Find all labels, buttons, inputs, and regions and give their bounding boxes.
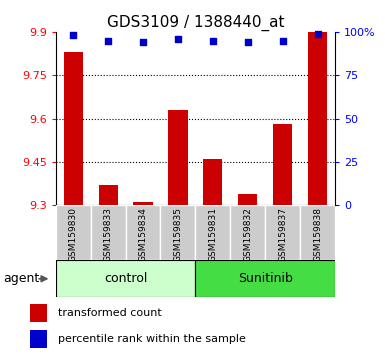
Text: agent: agent: [3, 272, 39, 285]
Bar: [91, 205, 126, 260]
Point: [210, 38, 216, 44]
Bar: [308, 32, 327, 205]
Point: [70, 33, 76, 38]
Bar: [30, 304, 47, 322]
Text: transformed count: transformed count: [58, 308, 162, 318]
Point: [105, 38, 111, 44]
Text: GSM159833: GSM159833: [104, 207, 113, 262]
Bar: [56, 260, 195, 297]
Bar: [265, 205, 300, 260]
Bar: [56, 205, 91, 260]
Bar: [64, 52, 83, 205]
Text: GSM159831: GSM159831: [208, 207, 218, 262]
Bar: [161, 205, 195, 260]
Text: percentile rank within the sample: percentile rank within the sample: [58, 334, 246, 344]
Bar: [300, 205, 335, 260]
Bar: [203, 159, 223, 205]
Bar: [195, 260, 335, 297]
Bar: [273, 124, 292, 205]
Bar: [134, 202, 152, 205]
Bar: [195, 205, 230, 260]
Point: [315, 31, 321, 36]
Bar: [230, 205, 265, 260]
Text: GSM159834: GSM159834: [139, 207, 147, 262]
Point: [244, 39, 251, 45]
Bar: [126, 205, 161, 260]
Bar: [238, 194, 257, 205]
Bar: [30, 330, 47, 348]
Point: [280, 38, 286, 44]
Point: [140, 39, 146, 45]
Text: GSM159837: GSM159837: [278, 207, 287, 262]
Text: GSM159835: GSM159835: [173, 207, 182, 262]
Title: GDS3109 / 1388440_at: GDS3109 / 1388440_at: [107, 14, 284, 30]
Point: [175, 36, 181, 42]
Bar: [168, 110, 187, 205]
Bar: [99, 185, 118, 205]
Text: GSM159830: GSM159830: [69, 207, 78, 262]
Text: GSM159838: GSM159838: [313, 207, 322, 262]
Text: GSM159832: GSM159832: [243, 207, 252, 262]
Text: Sunitinib: Sunitinib: [238, 272, 293, 285]
Text: control: control: [104, 272, 147, 285]
